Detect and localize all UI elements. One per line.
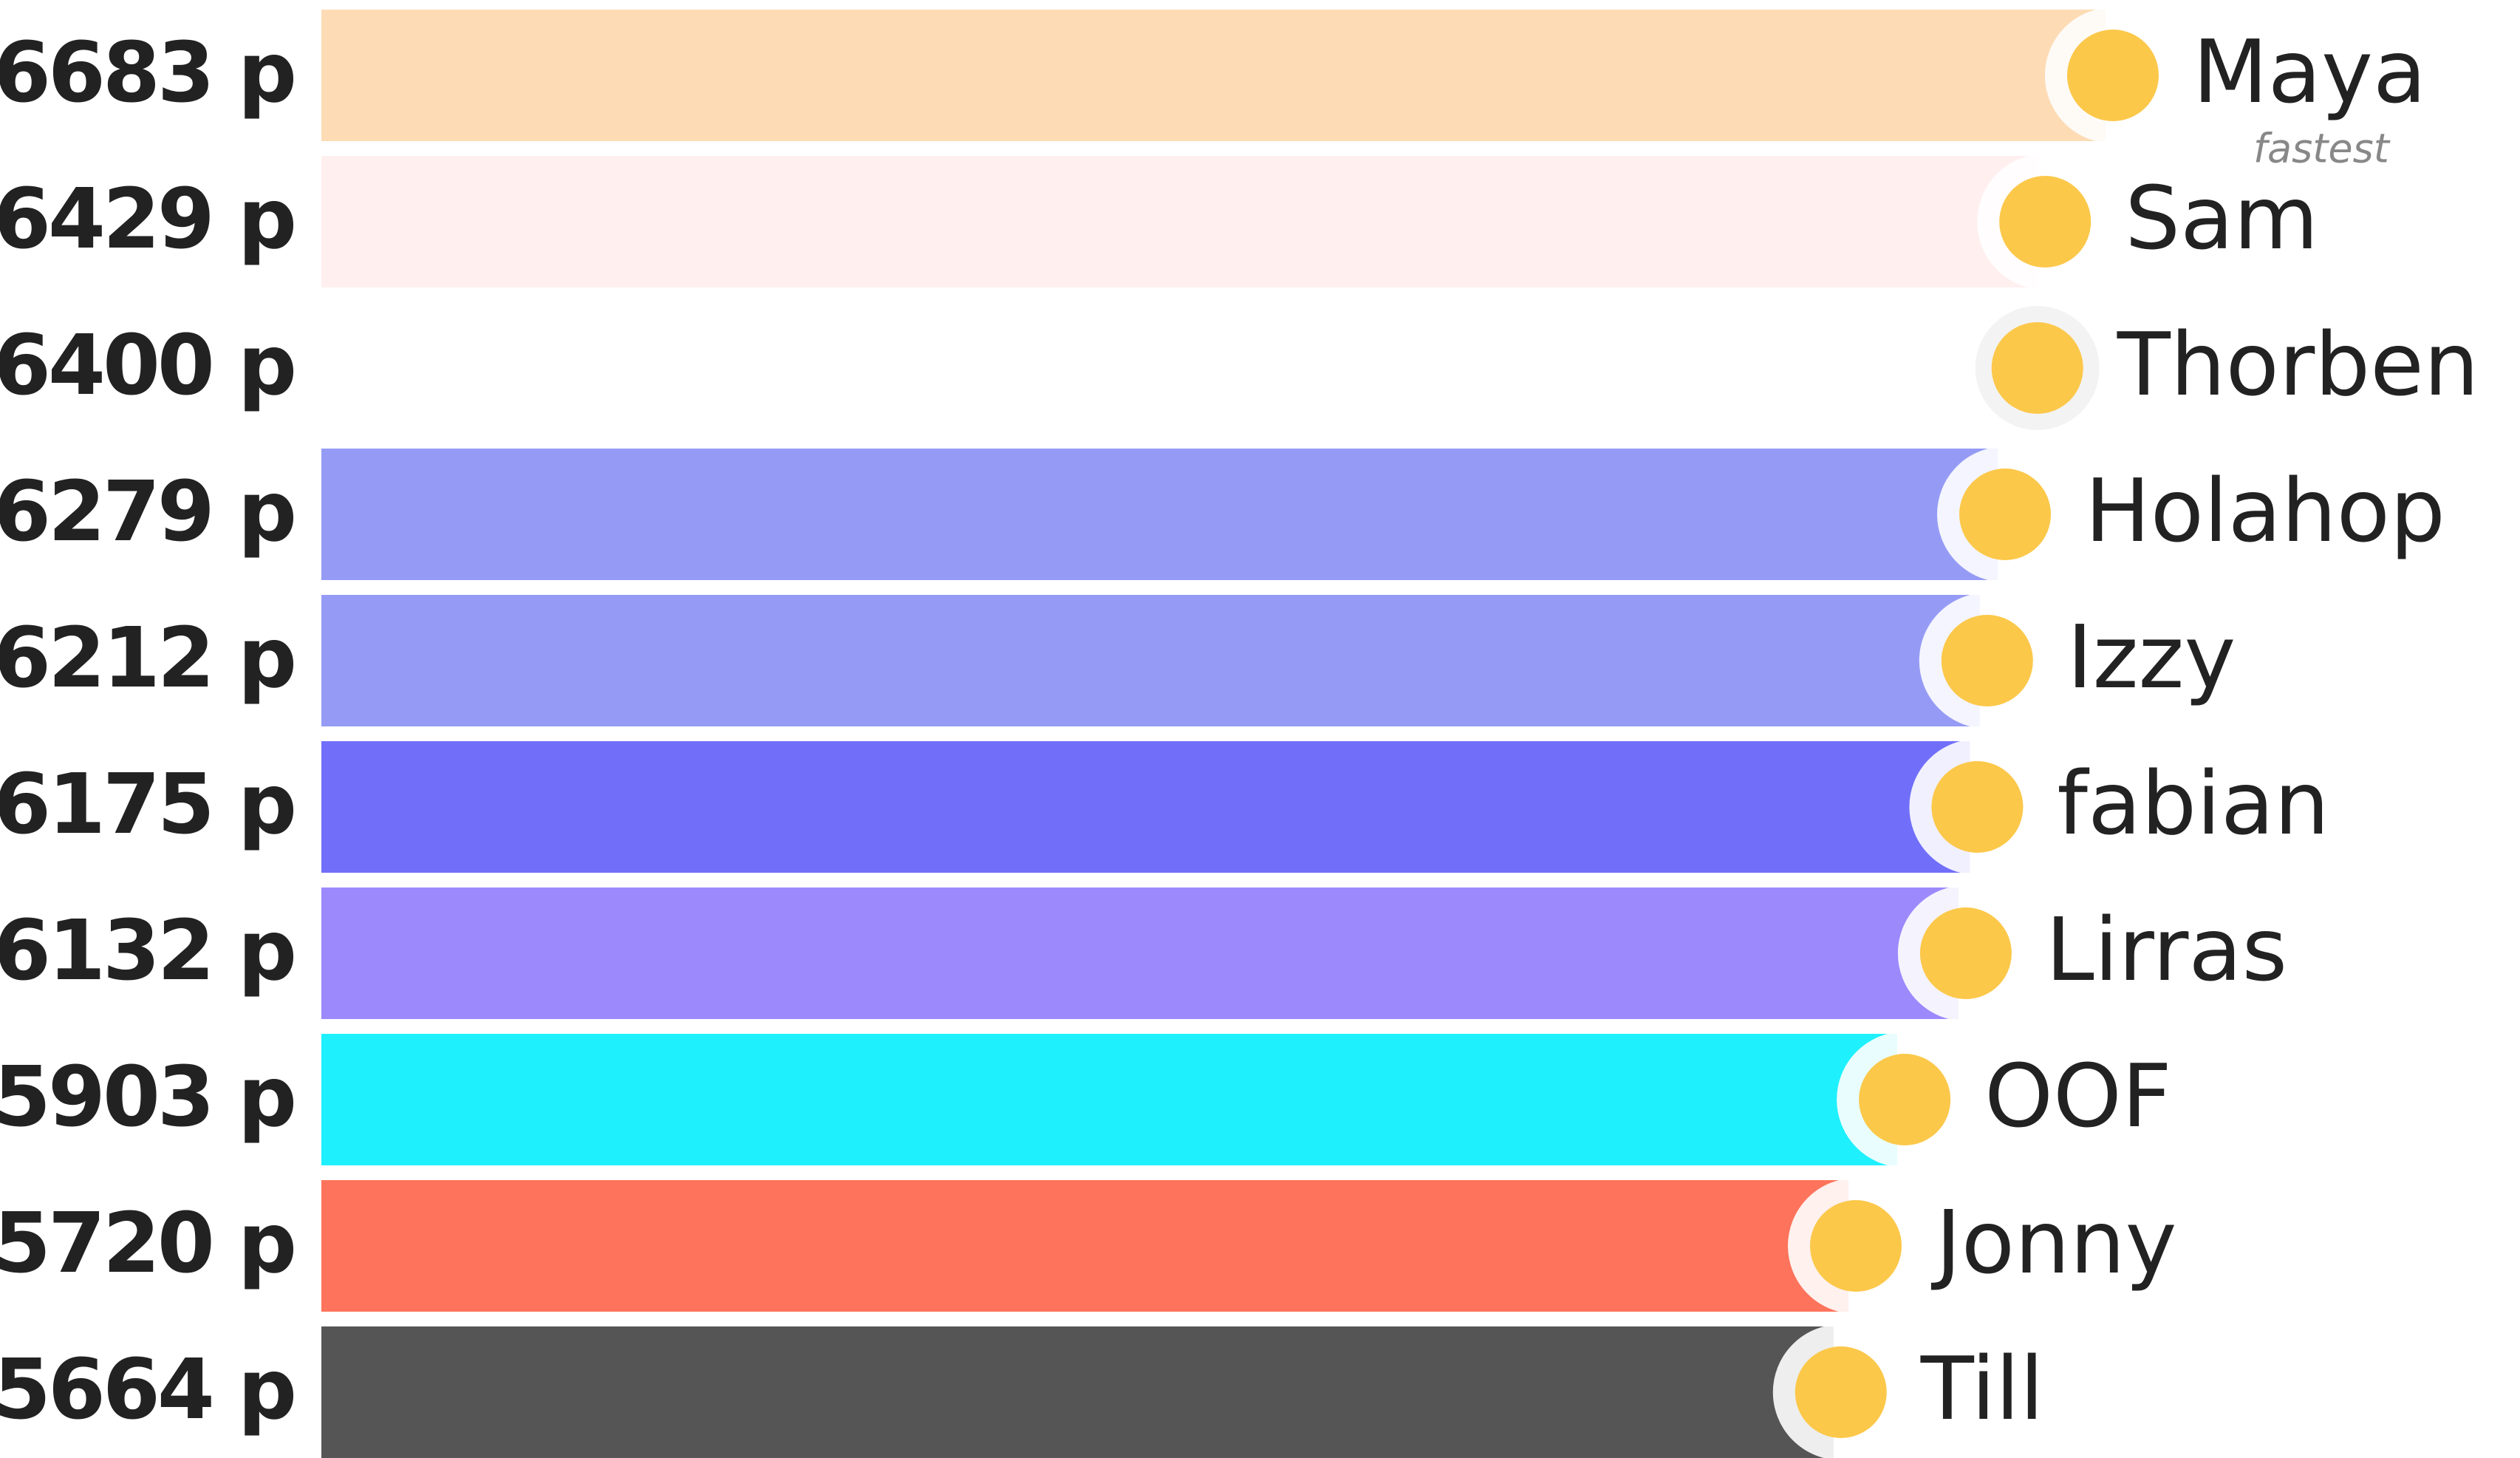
fastest-badge: fastest: [2253, 126, 2391, 172]
player-name: Lirras: [2046, 899, 2287, 1001]
avatar-icon: [1941, 615, 2033, 706]
bar: [321, 156, 2038, 287]
avatar-icon: [2067, 30, 2159, 121]
bar: [321, 741, 1970, 873]
score-label: 6175 p: [0, 757, 294, 853]
avatar-icon: [1919, 907, 2012, 999]
score-label: 6279 p: [0, 464, 294, 560]
player-name: Maya: [2193, 21, 2426, 123]
avatar-icon: [1931, 761, 2024, 853]
score-label: 6400 p: [0, 318, 294, 414]
score-label: 6212 p: [0, 610, 294, 706]
player-name: Till: [1920, 1338, 2044, 1440]
score-label: 5903 p: [0, 1049, 294, 1145]
avatar-icon: [1959, 469, 2052, 560]
bar: [321, 1180, 1849, 1312]
avatar-icon: [1991, 322, 2083, 414]
bar: [321, 449, 1998, 580]
score-label: 6132 p: [0, 903, 294, 999]
bar: [321, 888, 1959, 1019]
player-name: Thorben: [2117, 313, 2479, 415]
player-name: OOF: [1984, 1045, 2172, 1147]
player-name: Sam: [2125, 167, 2318, 269]
bar: [321, 302, 2030, 434]
score-label: 6683 p: [0, 25, 294, 121]
avatar-icon: [1810, 1200, 1902, 1292]
bar: [321, 10, 2106, 141]
player-name: Izzy: [2067, 606, 2236, 708]
score-label: 6429 p: [0, 171, 294, 268]
player-name: Jonny: [1930, 1191, 2176, 1293]
bar: [321, 1326, 1834, 1458]
bar: [321, 1034, 1898, 1165]
avatar-icon: [1859, 1054, 1951, 1145]
player-name: Holahop: [2085, 460, 2445, 562]
avatar-icon: [1795, 1346, 1887, 1438]
bar: [321, 595, 1980, 726]
score-label: 5664 p: [0, 1342, 294, 1438]
score-label: 5720 p: [0, 1196, 294, 1292]
player-name: fabian: [2057, 752, 2329, 854]
avatar-icon: [1999, 176, 2092, 268]
